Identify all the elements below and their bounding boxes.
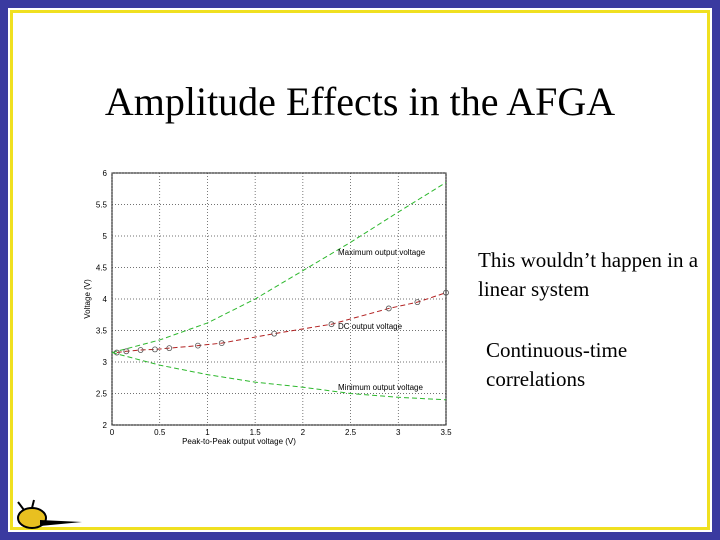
data-point <box>271 330 278 337</box>
data-line <box>116 292 447 354</box>
data-point <box>443 289 449 296</box>
data-point <box>113 349 120 356</box>
annotation: Maximum output voltage <box>338 248 426 257</box>
data-line <box>111 352 447 401</box>
x-tick-label: 3 <box>396 428 401 437</box>
x-axis-label: Peak-to-Peak output voltage (V) <box>182 437 296 446</box>
x-tick-label: 3.5 <box>440 428 452 437</box>
data-point <box>166 345 173 352</box>
annotation: DC output voltage <box>338 322 403 331</box>
y-tick-label: 4.5 <box>96 264 108 273</box>
logo <box>17 499 82 529</box>
y-axis-label: Voltage (V) <box>83 279 92 319</box>
slide-frame <box>10 10 710 530</box>
data-point <box>194 342 201 349</box>
y-tick-label: 5.5 <box>96 201 108 210</box>
y-tick-label: 6 <box>103 169 108 178</box>
data-point <box>137 347 144 353</box>
y-tick-label: 3.5 <box>96 327 108 336</box>
data-point <box>152 346 158 353</box>
x-tick-label: 1 <box>205 428 210 437</box>
x-tick-label: 0 <box>110 428 115 437</box>
x-tick-label: 0.5 <box>154 428 166 437</box>
y-tick-label: 5 <box>103 232 108 241</box>
x-tick-label: 2.5 <box>345 428 357 437</box>
data-point <box>385 305 392 312</box>
data-point <box>414 299 421 306</box>
data-line <box>111 182 447 354</box>
data-point <box>328 321 335 328</box>
slide-title: Amplitude Effects in the AFGA <box>104 79 616 124</box>
x-tick-label: 1.5 <box>250 428 262 437</box>
data-point <box>218 340 225 347</box>
bullet: This wouldn’t happen in a linear system <box>478 248 699 301</box>
bullet: Continuous-time correlations <box>486 338 628 391</box>
plot-area <box>111 172 447 426</box>
y-tick-label: 2 <box>103 421 108 430</box>
y-tick-label: 3 <box>103 358 108 367</box>
annotation: Minimum output voltage <box>338 383 423 392</box>
y-tick-label: 4 <box>103 295 108 304</box>
y-tick-label: 2.5 <box>96 390 108 399</box>
x-tick-label: 2 <box>301 428 306 437</box>
data-point <box>123 348 130 355</box>
